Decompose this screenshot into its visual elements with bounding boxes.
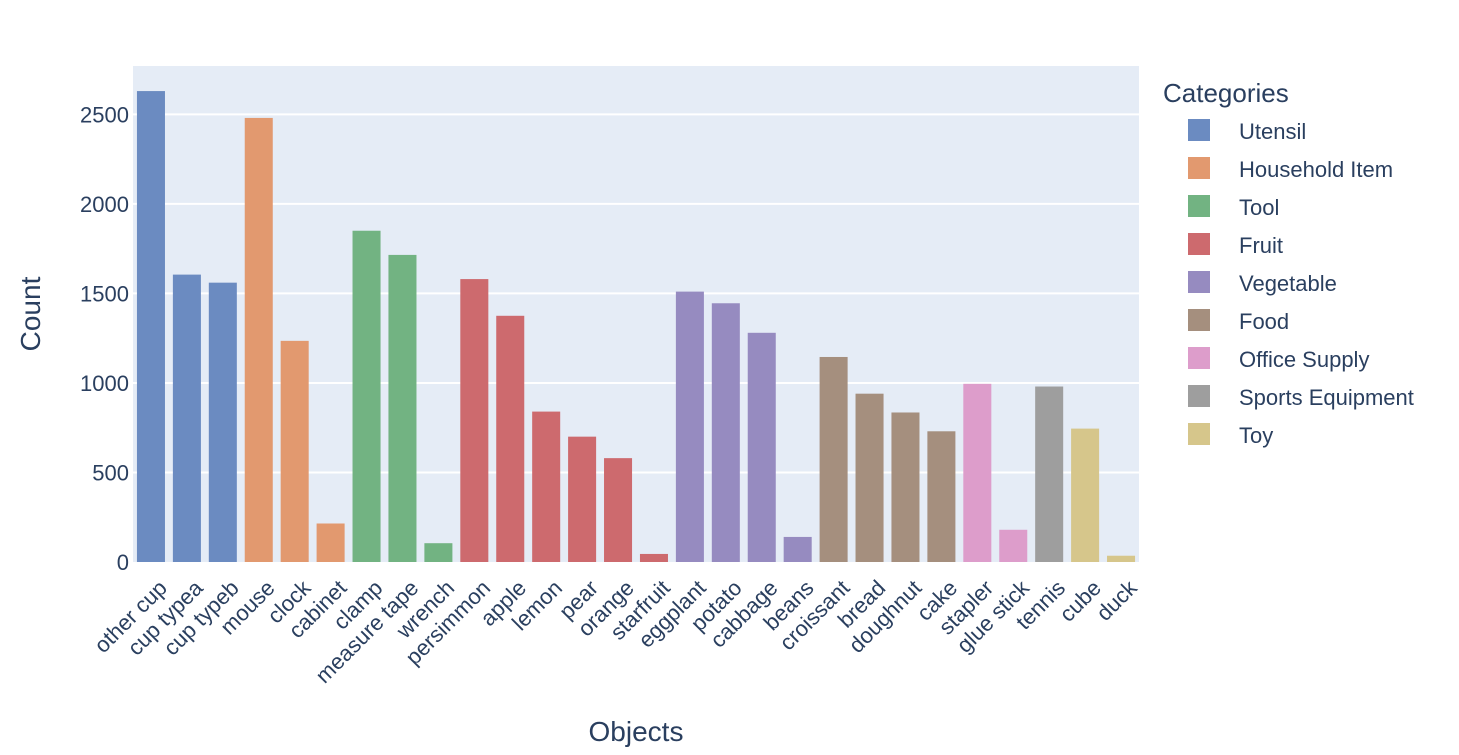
legend: Categories Utensil Household Item Tool Frui… <box>1163 78 1414 448</box>
legend-swatch <box>1188 157 1210 179</box>
legend-label: Sports Equipment <box>1239 385 1414 410</box>
legend-swatch <box>1188 309 1210 331</box>
bar <box>783 536 812 562</box>
bar <box>963 383 992 562</box>
bar <box>927 431 956 562</box>
bar <box>136 91 165 562</box>
bar <box>532 411 561 562</box>
x-axis-title: Objects <box>589 716 684 747</box>
y-tick-label: 2000 <box>80 192 129 217</box>
bar <box>1071 428 1100 562</box>
bar <box>855 393 884 562</box>
legend-swatch <box>1188 385 1210 407</box>
y-tick-label: 500 <box>92 460 129 485</box>
bar <box>424 543 453 562</box>
bar <box>711 303 740 562</box>
y-tick-label: 1500 <box>80 281 129 306</box>
bar <box>604 458 633 562</box>
bar <box>639 553 668 562</box>
legend-swatch <box>1188 423 1210 445</box>
bar <box>388 254 417 563</box>
bar <box>891 412 920 562</box>
legend-label: Tool <box>1239 195 1279 220</box>
bar <box>1035 386 1064 562</box>
y-axis-title: Count <box>15 276 46 351</box>
legend-swatch <box>1188 119 1210 141</box>
bars <box>136 91 1136 563</box>
legend-label: Utensil <box>1239 119 1306 144</box>
legend-label: Toy <box>1239 423 1273 448</box>
bar <box>460 279 489 562</box>
y-tick-label: 2500 <box>80 102 129 127</box>
bar <box>675 291 704 562</box>
bar <box>1107 555 1136 562</box>
legend-label: Fruit <box>1239 233 1283 258</box>
bar <box>172 274 201 562</box>
bar <box>999 529 1028 562</box>
x-tick-label: duck <box>1091 574 1142 625</box>
bar <box>208 282 237 562</box>
legend-label: Office Supply <box>1239 347 1369 372</box>
legend-swatch <box>1188 233 1210 255</box>
y-tick-label: 0 <box>117 550 129 575</box>
legend-label: Vegetable <box>1239 271 1337 296</box>
legend-swatch <box>1188 271 1210 293</box>
bar <box>747 332 776 562</box>
legend-swatch <box>1188 347 1210 369</box>
legend-swatch <box>1188 195 1210 217</box>
bar <box>496 315 525 562</box>
legend-items: Utensil Household Item Tool Fruit Vegetable F… <box>1188 119 1414 448</box>
y-tick-label: 1000 <box>80 371 129 396</box>
bar <box>280 340 309 562</box>
bar <box>316 523 345 562</box>
y-tick-labels: 0 500 1000 1500 2000 2500 <box>80 102 129 575</box>
bar <box>352 230 381 563</box>
legend-title: Categories <box>1163 78 1289 108</box>
legend-label: Household Item <box>1239 157 1393 182</box>
bar <box>568 436 597 562</box>
bar <box>244 117 273 562</box>
legend-label: Food <box>1239 309 1289 334</box>
bar <box>819 356 848 562</box>
